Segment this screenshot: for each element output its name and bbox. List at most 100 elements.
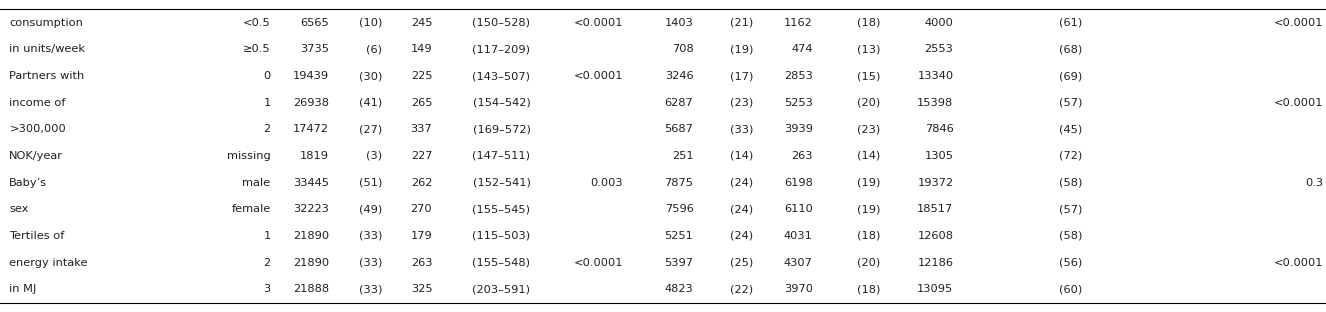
Text: 4031: 4031 (784, 231, 813, 241)
Text: 6110: 6110 (784, 204, 813, 214)
Text: 245: 245 (411, 18, 432, 28)
Text: <0.0001: <0.0001 (574, 71, 623, 81)
Text: 3970: 3970 (784, 284, 813, 294)
Text: 6198: 6198 (784, 178, 813, 188)
Text: <0.0001: <0.0001 (1274, 98, 1323, 108)
Text: consumption: consumption (9, 18, 84, 28)
Text: (51): (51) (358, 178, 382, 188)
Text: 1819: 1819 (300, 151, 329, 161)
Text: (49): (49) (358, 204, 382, 214)
Text: (15): (15) (857, 71, 880, 81)
Text: 21890: 21890 (293, 258, 329, 268)
Text: (143–507): (143–507) (472, 71, 530, 81)
Text: (24): (24) (731, 178, 753, 188)
Text: 1162: 1162 (784, 18, 813, 28)
Text: (24): (24) (731, 231, 753, 241)
Text: (58): (58) (1058, 178, 1082, 188)
Text: 1: 1 (264, 231, 271, 241)
Text: 12186: 12186 (918, 258, 953, 268)
Text: (57): (57) (1058, 98, 1082, 108)
Text: <0.0001: <0.0001 (574, 258, 623, 268)
Text: 3735: 3735 (300, 44, 329, 54)
Text: 5251: 5251 (664, 231, 693, 241)
Text: (72): (72) (1058, 151, 1082, 161)
Text: 4823: 4823 (664, 284, 693, 294)
Text: 1: 1 (264, 98, 271, 108)
Text: income of: income of (9, 98, 66, 108)
Text: 2: 2 (264, 258, 271, 268)
Text: (45): (45) (1058, 124, 1082, 134)
Text: (19): (19) (729, 44, 753, 54)
Text: (155–545): (155–545) (472, 204, 530, 214)
Text: (22): (22) (731, 284, 753, 294)
Text: 225: 225 (411, 71, 432, 81)
Text: Tertiles of: Tertiles of (9, 231, 65, 241)
Text: (33): (33) (358, 284, 382, 294)
Text: (33): (33) (358, 231, 382, 241)
Text: 26938: 26938 (293, 98, 329, 108)
Text: (10): (10) (358, 18, 382, 28)
Text: (33): (33) (358, 258, 382, 268)
Text: (13): (13) (857, 44, 880, 54)
Text: (152–541): (152–541) (472, 178, 530, 188)
Text: (27): (27) (358, 124, 382, 134)
Text: (3): (3) (366, 151, 382, 161)
Text: (56): (56) (1058, 258, 1082, 268)
Text: 21890: 21890 (293, 231, 329, 241)
Text: (18): (18) (857, 18, 880, 28)
Text: 263: 263 (411, 258, 432, 268)
Text: (18): (18) (857, 284, 880, 294)
Text: (20): (20) (857, 98, 880, 108)
Text: 19372: 19372 (918, 178, 953, 188)
Text: (57): (57) (1058, 204, 1082, 214)
Text: (61): (61) (1058, 18, 1082, 28)
Text: <0.0001: <0.0001 (1274, 258, 1323, 268)
Text: (20): (20) (857, 258, 880, 268)
Text: 337: 337 (411, 124, 432, 134)
Text: 21888: 21888 (293, 284, 329, 294)
Text: (24): (24) (731, 204, 753, 214)
Text: (154–542): (154–542) (472, 98, 530, 108)
Text: 0.003: 0.003 (590, 178, 623, 188)
Text: 12608: 12608 (918, 231, 953, 241)
Text: (6): (6) (366, 44, 382, 54)
Text: 1305: 1305 (924, 151, 953, 161)
Text: 6287: 6287 (664, 98, 693, 108)
Text: 263: 263 (792, 151, 813, 161)
Text: (19): (19) (857, 204, 880, 214)
Text: (25): (25) (729, 258, 753, 268)
Text: 15398: 15398 (918, 98, 953, 108)
Text: (30): (30) (358, 71, 382, 81)
Text: (21): (21) (729, 18, 753, 28)
Text: (23): (23) (729, 98, 753, 108)
Text: (203–591): (203–591) (472, 284, 530, 294)
Text: 7596: 7596 (664, 204, 693, 214)
Text: 149: 149 (411, 44, 432, 54)
Text: 7875: 7875 (664, 178, 693, 188)
Text: (150–528): (150–528) (472, 18, 530, 28)
Text: 708: 708 (672, 44, 693, 54)
Text: (68): (68) (1058, 44, 1082, 54)
Text: 474: 474 (792, 44, 813, 54)
Text: 7846: 7846 (924, 124, 953, 134)
Text: 3939: 3939 (784, 124, 813, 134)
Text: 325: 325 (411, 284, 432, 294)
Text: (14): (14) (729, 151, 753, 161)
Text: in MJ: in MJ (9, 284, 37, 294)
Text: female: female (231, 204, 271, 214)
Text: 6565: 6565 (300, 18, 329, 28)
Text: missing: missing (227, 151, 271, 161)
Text: 179: 179 (411, 231, 432, 241)
Text: 4000: 4000 (924, 18, 953, 28)
Text: <0.0001: <0.0001 (1274, 18, 1323, 28)
Text: (169–572): (169–572) (472, 124, 530, 134)
Text: 2: 2 (264, 124, 271, 134)
Text: (58): (58) (1058, 231, 1082, 241)
Text: 262: 262 (411, 178, 432, 188)
Text: 227: 227 (411, 151, 432, 161)
Text: 4307: 4307 (784, 258, 813, 268)
Text: (33): (33) (729, 124, 753, 134)
Text: (19): (19) (857, 178, 880, 188)
Text: <0.5: <0.5 (243, 18, 271, 28)
Text: 0: 0 (264, 71, 271, 81)
